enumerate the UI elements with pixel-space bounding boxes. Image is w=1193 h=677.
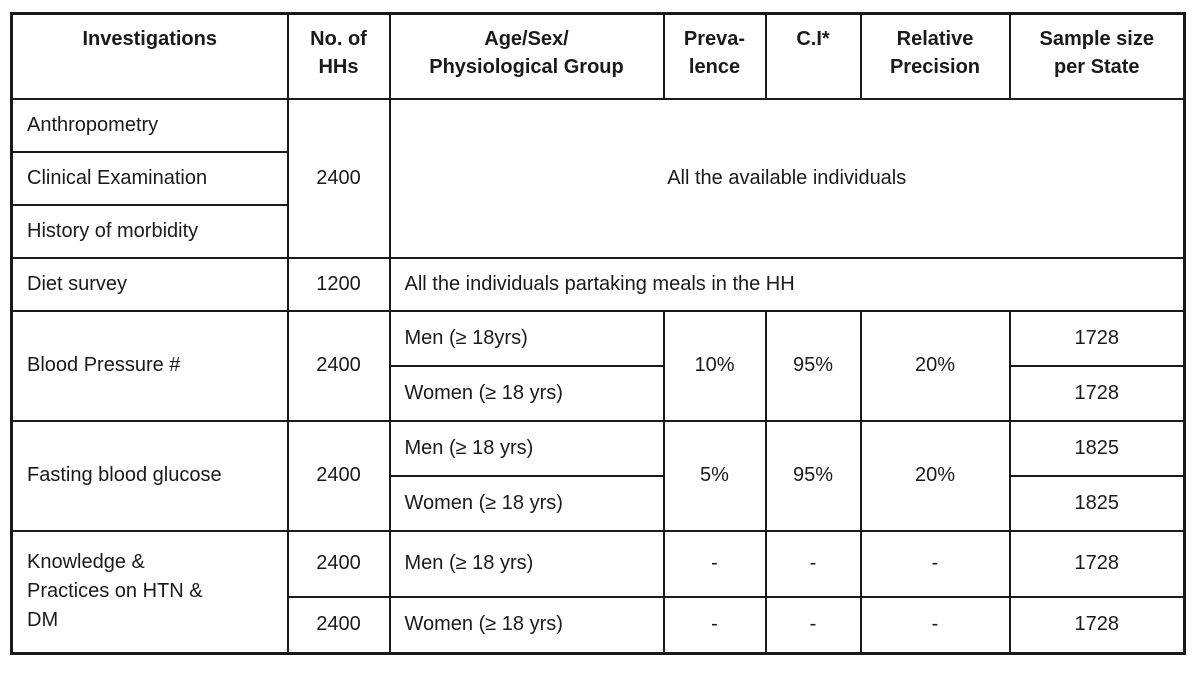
- cell-knowledge-men-relative-precision: -: [859, 529, 1011, 598]
- row-knowledge-men: Knowledge & Practices on HTN & DM 2400 M…: [10, 529, 1186, 655]
- cell-general-no-of-hhs: 2400: [286, 97, 391, 259]
- cell-bp-women-sample-size: 1728: [1008, 364, 1186, 422]
- cell-bp-men-group: Men (≥ 18yrs): [388, 309, 665, 367]
- cell-bp-prevalence: 10%: [662, 309, 767, 422]
- cell-bp-relative-precision: 20%: [859, 309, 1011, 422]
- row-anthropometry: Anthropometry 2400 All the available ind…: [10, 97, 1186, 259]
- cell-knowledge-men-no-of-hhs: 2400: [286, 529, 391, 598]
- cell-fbg-no-of-hhs: 2400: [286, 419, 391, 532]
- cell-fbg-prevalence: 5%: [662, 419, 767, 532]
- cell-diet-no-of-hhs: 1200: [286, 256, 391, 312]
- header-prevalence: Preva- lence: [662, 12, 767, 100]
- row-fasting-glucose-women: Women (≥ 18 yrs) 1825: [12, 474, 1186, 532]
- cell-diet-group-note: All the individuals partaking meals in t…: [388, 256, 1186, 312]
- header-ci: C.I*: [764, 12, 862, 100]
- cell-fbg-men-sample-size: 1825: [1008, 419, 1186, 477]
- cell-investigation-knowledge: Knowledge & Practices on HTN & DM: [10, 529, 289, 655]
- cell-bp-men-sample-size: 1728: [1008, 309, 1186, 367]
- cell-general-group-note: All the available individuals: [388, 97, 1186, 259]
- cell-bp-ci: 95%: [764, 309, 862, 422]
- cell-investigation-clinical-examination: Clinical Examination: [10, 150, 289, 206]
- header-investigations: Investigations: [10, 12, 289, 100]
- header-no-of-hhs: No. of HHs: [286, 12, 391, 100]
- row-history-of-morbidity: History of morbidity: [10, 203, 1185, 259]
- cell-knowledge-women-no-of-hhs: 2400: [286, 595, 391, 655]
- row-diet-survey: Diet survey 1200 All the individuals par…: [10, 256, 1186, 312]
- row-blood-pressure-men: Blood Pressure # 2400 Men (≥ 18yrs) 10% …: [10, 309, 1186, 422]
- row-clinical-examination: Clinical Examination: [10, 150, 1185, 206]
- cell-fbg-relative-precision: 20%: [859, 419, 1011, 532]
- cell-knowledge-men-ci: -: [764, 529, 862, 598]
- cell-fbg-women-group: Women (≥ 18 yrs): [388, 474, 665, 532]
- cell-knowledge-men-sample-size: 1728: [1008, 529, 1186, 598]
- cell-knowledge-women-sample-size: 1728: [1008, 595, 1186, 655]
- row-knowledge-women: 2400 Women (≥ 18 yrs) - - - 1728: [12, 595, 1186, 655]
- row-blood-pressure-women: Women (≥ 18 yrs) 1728: [12, 364, 1186, 422]
- cell-investigation-fasting-glucose: Fasting blood glucose: [10, 419, 289, 532]
- cell-investigation-diet-survey: Diet survey: [10, 256, 289, 312]
- cell-investigation-blood-pressure: Blood Pressure #: [10, 309, 289, 422]
- cell-fbg-women-sample-size: 1825: [1008, 474, 1186, 532]
- header-row: Investigations No. of HHs Age/Sex/ Physi…: [10, 12, 1186, 100]
- cell-knowledge-women-prevalence: -: [662, 595, 767, 655]
- cell-knowledge-women-relative-precision: -: [859, 595, 1011, 655]
- header-relative-precision: Relative Precision: [859, 12, 1011, 100]
- cell-investigation-history-of-morbidity: History of morbidity: [10, 203, 289, 259]
- header-sample-size: Sample size per State: [1008, 12, 1186, 100]
- cell-fbg-men-group: Men (≥ 18 yrs): [388, 419, 665, 477]
- cell-knowledge-women-ci: -: [764, 595, 862, 655]
- cell-knowledge-women-group: Women (≥ 18 yrs): [388, 595, 665, 655]
- cell-bp-no-of-hhs: 2400: [286, 309, 391, 422]
- cell-bp-women-group: Women (≥ 18 yrs): [388, 364, 665, 422]
- sampling-design-table: Investigations No. of HHs Age/Sex/ Physi…: [10, 12, 1186, 655]
- cell-knowledge-men-group: Men (≥ 18 yrs): [388, 529, 665, 598]
- row-fasting-glucose-men: Fasting blood glucose 2400 Men (≥ 18 yrs…: [10, 419, 1186, 532]
- cell-investigation-anthropometry: Anthropometry: [10, 97, 289, 153]
- cell-fbg-ci: 95%: [764, 419, 862, 532]
- header-age-sex-group: Age/Sex/ Physiological Group: [388, 12, 665, 100]
- cell-knowledge-men-prevalence: -: [662, 529, 767, 598]
